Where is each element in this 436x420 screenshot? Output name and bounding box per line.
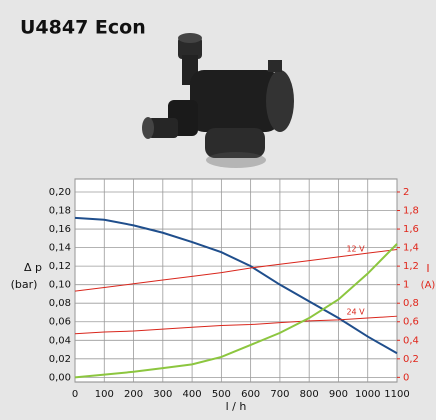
x-tick-label: 100 — [95, 389, 114, 400]
y-tick-label: 0,14 — [49, 243, 71, 254]
y-tick-label: 0,08 — [49, 298, 71, 309]
y-tick-label: 0,12 — [49, 261, 71, 272]
y2-tick-label: 0,2 — [403, 354, 419, 365]
x-tick-label: 700 — [270, 389, 289, 400]
y-axis-label: Δ p — [24, 261, 42, 274]
series-label: 12 V — [346, 244, 365, 253]
y2-tick-label: 1,2 — [403, 261, 419, 272]
y2-tick-label: 0 — [403, 372, 409, 383]
y2-axis-label: I — [426, 262, 429, 275]
x-tick-label: 500 — [212, 389, 231, 400]
x-tick-label: 1000 — [355, 389, 380, 400]
series-line — [74, 243, 398, 379]
y2-tick-label: 0,6 — [403, 317, 419, 328]
y-tick-label: 0,04 — [49, 335, 71, 346]
x-tick-label: 0 — [72, 389, 78, 400]
y-tick-label: 0,18 — [49, 206, 71, 217]
y-tick-label: 0,10 — [49, 280, 71, 291]
x-tick-label: 1100 — [384, 389, 409, 400]
y-tick-label: 0,20 — [49, 187, 71, 198]
pump-image — [142, 33, 294, 168]
y-tick-label: 0,00 — [49, 372, 71, 383]
x-tick-label: 600 — [241, 389, 260, 400]
x-tick-label: 200 — [124, 389, 143, 400]
y-tick-label: 0,02 — [49, 354, 71, 365]
series-line — [74, 216, 398, 355]
chart-title: U4847 Econ — [20, 17, 146, 39]
y2-tick-label: 1,6 — [403, 224, 419, 235]
y2-tick-label: 1,4 — [403, 243, 419, 254]
series-line — [74, 315, 398, 335]
series-line — [74, 248, 398, 292]
y2-tick-label: 0,4 — [403, 335, 419, 346]
y2-axis-unit: (A) — [421, 280, 436, 291]
y2-tick-label: 2 — [403, 187, 409, 198]
y2-tick-label: 1,8 — [403, 206, 419, 217]
x-tick-label: 800 — [300, 389, 319, 400]
x-tick-label: 400 — [183, 389, 202, 400]
y-axis-unit: (bar) — [11, 278, 38, 291]
y-tick-label: 0,16 — [49, 224, 71, 235]
y-tick-label: 0,06 — [49, 317, 71, 328]
x-tick-label: 900 — [329, 389, 348, 400]
y2-tick-label: 1 — [403, 280, 409, 291]
series-label: 24 V — [346, 307, 365, 316]
x-tick-label: 300 — [153, 389, 172, 400]
x-axis-label: l / h — [226, 400, 247, 413]
y2-tick-label: 0,8 — [403, 298, 419, 309]
